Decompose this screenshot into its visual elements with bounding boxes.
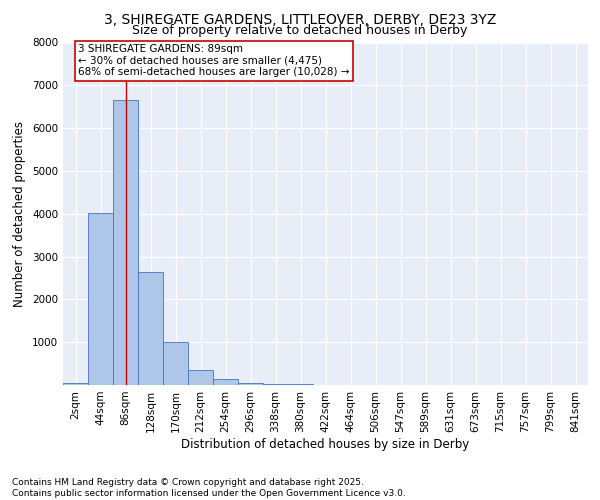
Bar (113, 100, 138, 385)
Text: Contains HM Land Registry data © Crown copyright and database right 2025.
Contai: Contains HM Land Registry data © Crown c… (12, 478, 406, 498)
Text: Size of property relative to detached houses in Derby: Size of property relative to detached ho… (133, 24, 467, 37)
Bar (263, 384, 288, 385)
Bar (213, 380, 238, 385)
Bar (63, 383, 88, 385)
Bar (238, 383, 263, 385)
Bar (88, 213, 113, 385)
Y-axis label: Number of detached properties: Number of detached properties (13, 120, 26, 306)
Bar (188, 370, 213, 385)
Bar (163, 342, 188, 385)
Text: 3, SHIREGATE GARDENS, LITTLEOVER, DERBY, DE23 3YZ: 3, SHIREGATE GARDENS, LITTLEOVER, DERBY,… (104, 12, 496, 26)
Text: 3 SHIREGATE GARDENS: 89sqm
← 30% of detached houses are smaller (4,475)
68% of s: 3 SHIREGATE GARDENS: 89sqm ← 30% of deta… (78, 44, 349, 78)
Bar (288, 384, 313, 385)
Bar (138, 272, 163, 385)
X-axis label: Distribution of detached houses by size in Derby: Distribution of detached houses by size … (181, 438, 470, 450)
